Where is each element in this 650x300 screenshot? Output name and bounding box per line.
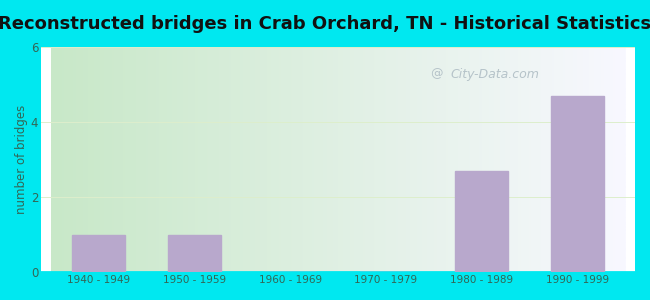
Text: City-Data.com: City-Data.com <box>451 68 540 80</box>
Text: Reconstructed bridges in Crab Orchard, TN - Historical Statistics: Reconstructed bridges in Crab Orchard, T… <box>0 15 650 33</box>
Bar <box>456 171 508 272</box>
Bar <box>72 235 125 272</box>
Text: @: @ <box>430 68 443 80</box>
Bar <box>168 235 221 272</box>
Y-axis label: number of bridges: number of bridges <box>15 105 28 214</box>
Bar <box>551 96 604 272</box>
